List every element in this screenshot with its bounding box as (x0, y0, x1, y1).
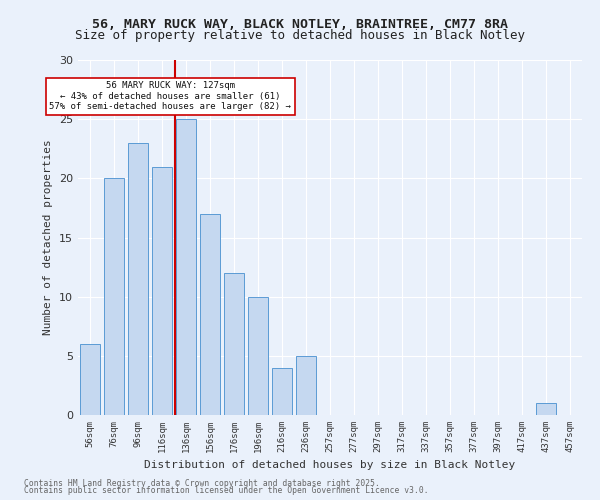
Bar (200, 214, 220, 415)
Text: Size of property relative to detached houses in Black Notley: Size of property relative to detached ho… (75, 29, 525, 42)
Bar (272, 368, 292, 415)
Text: 56 MARY RUCK WAY: 127sqm
← 43% of detached houses are smaller (61)
57% of semi-d: 56 MARY RUCK WAY: 127sqm ← 43% of detach… (49, 82, 292, 111)
Y-axis label: Number of detached properties: Number of detached properties (43, 140, 53, 336)
Bar (80, 344, 100, 415)
Text: Contains public sector information licensed under the Open Government Licence v3: Contains public sector information licen… (24, 486, 428, 495)
Bar (176, 119, 196, 415)
Bar (224, 273, 244, 415)
Bar (248, 296, 268, 415)
Bar (128, 143, 148, 415)
Bar (296, 356, 316, 415)
X-axis label: Distribution of detached houses by size in Black Notley: Distribution of detached houses by size … (145, 460, 515, 470)
Text: 56, MARY RUCK WAY, BLACK NOTLEY, BRAINTREE, CM77 8RA: 56, MARY RUCK WAY, BLACK NOTLEY, BRAINTR… (92, 18, 508, 30)
Bar (536, 403, 556, 415)
Bar (104, 178, 124, 415)
Bar (152, 166, 172, 415)
Text: Contains HM Land Registry data © Crown copyright and database right 2025.: Contains HM Land Registry data © Crown c… (24, 478, 380, 488)
